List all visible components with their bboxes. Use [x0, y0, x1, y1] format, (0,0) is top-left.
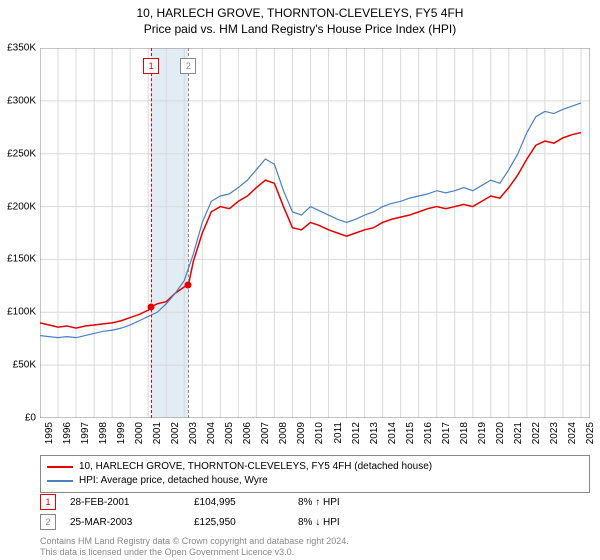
x-tick-label: 2012: [351, 422, 362, 444]
legend-swatch-0: [47, 466, 73, 468]
x-tick-label: 2013: [369, 422, 380, 444]
footer-note: Contains HM Land Registry data © Crown c…: [40, 536, 349, 558]
x-tick-label: 2003: [188, 422, 199, 444]
event-marker-1: 2: [40, 514, 56, 530]
x-tick-label: 2019: [477, 422, 488, 444]
legend-swatch-1: [47, 480, 73, 482]
title-block: 10, HARLECH GROVE, THORNTON-CLEVELEYS, F…: [0, 0, 600, 37]
chart-area: 12£0£50K£100K£150K£200K£250K£300K£350K19…: [40, 48, 590, 418]
x-tick-label: 2010: [314, 422, 325, 444]
y-tick-label: £250K: [0, 148, 36, 159]
event-dot: [185, 281, 192, 288]
y-tick-label: £0: [0, 413, 36, 424]
footer-line-1: Contains HM Land Registry data © Crown c…: [40, 536, 349, 547]
x-tick-label: 1996: [62, 422, 73, 444]
y-tick-label: £350K: [0, 43, 36, 54]
legend-row-1: HPI: Average price, detached house, Wyre: [47, 474, 583, 488]
events-table: 1 28-FEB-2001 £104,995 8% ↑ HPI 2 25-MAR…: [40, 494, 590, 534]
x-tick-label: 2008: [278, 422, 289, 444]
y-tick-label: £300K: [0, 95, 36, 106]
x-tick-label: 2007: [260, 422, 271, 444]
x-tick-label: 2017: [441, 422, 452, 444]
x-tick-label: 2011: [333, 422, 344, 444]
x-tick-label: 2015: [405, 422, 416, 444]
x-tick-label: 2016: [423, 422, 434, 444]
event-marker-inplot: 2: [180, 58, 196, 74]
legend-box: 10, HARLECH GROVE, THORNTON-CLEVELEYS, F…: [40, 455, 590, 493]
event-date-0: 28-FEB-2001: [70, 497, 180, 508]
x-tick-label: 2014: [387, 422, 398, 444]
x-tick-label: 1995: [44, 422, 55, 444]
title-line-1: 10, HARLECH GROVE, THORNTON-CLEVELEYS, F…: [0, 6, 600, 22]
x-tick-label: 2018: [459, 422, 470, 444]
event-line: [151, 48, 152, 418]
event-line: [188, 48, 189, 418]
legend-label-1: HPI: Average price, detached house, Wyre: [79, 474, 268, 488]
x-tick-label: 2021: [513, 422, 524, 444]
legend-row-0: 10, HARLECH GROVE, THORNTON-CLEVELEYS, F…: [47, 460, 583, 474]
event-marker-inplot: 1: [143, 58, 159, 74]
event-row-0: 1 28-FEB-2001 £104,995 8% ↑ HPI: [40, 494, 590, 510]
chart-container: 10, HARLECH GROVE, THORNTON-CLEVELEYS, F…: [0, 0, 600, 560]
x-tick-label: 1999: [116, 422, 127, 444]
y-tick-label: £200K: [0, 201, 36, 212]
x-tick-label: 2020: [495, 422, 506, 444]
event-marker-0: 1: [40, 494, 56, 510]
y-tick-label: £100K: [0, 307, 36, 318]
x-tick-label: 2005: [224, 422, 235, 444]
x-tick-label: 2002: [170, 422, 181, 444]
x-tick-label: 2001: [152, 422, 163, 444]
x-tick-label: 1997: [80, 422, 91, 444]
footer-line-2: This data is licensed under the Open Gov…: [40, 547, 349, 558]
x-tick-label: 2024: [567, 422, 578, 444]
x-tick-label: 2000: [134, 422, 145, 444]
event-delta-1: 8% ↓ HPI: [298, 517, 398, 528]
x-tick-label: 2022: [531, 422, 542, 444]
event-dot: [148, 304, 155, 311]
title-line-2: Price paid vs. HM Land Registry's House …: [0, 22, 600, 38]
event-row-1: 2 25-MAR-2003 £125,950 8% ↓ HPI: [40, 514, 590, 530]
event-price-0: £104,995: [194, 497, 284, 508]
event-price-1: £125,950: [194, 517, 284, 528]
x-tick-label: 2023: [549, 422, 560, 444]
x-tick-label: 2009: [296, 422, 307, 444]
legend-label-0: 10, HARLECH GROVE, THORNTON-CLEVELEYS, F…: [79, 460, 432, 474]
x-tick-label: 2004: [206, 422, 217, 444]
y-tick-label: £50K: [0, 360, 36, 371]
x-tick-label: 1998: [98, 422, 109, 444]
event-delta-0: 8% ↑ HPI: [298, 497, 398, 508]
x-tick-label: 2006: [242, 422, 253, 444]
x-tick-label: 2025: [585, 422, 596, 444]
event-date-1: 25-MAR-2003: [70, 517, 180, 528]
y-tick-label: £150K: [0, 254, 36, 265]
plot-svg: [40, 48, 590, 418]
